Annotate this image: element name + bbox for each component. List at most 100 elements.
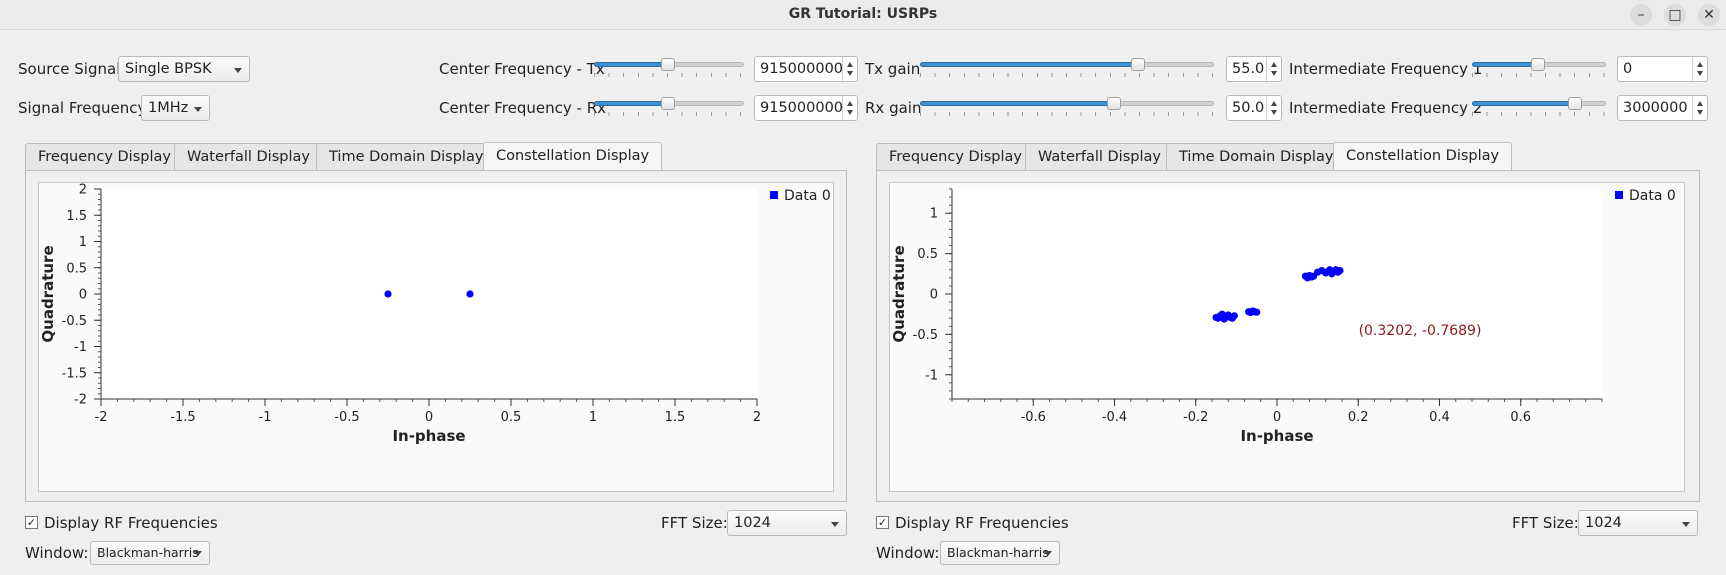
spin-up-icon[interactable]	[1271, 101, 1277, 106]
data-point	[384, 290, 392, 298]
spin-up-icon[interactable]	[847, 62, 853, 67]
signal-frequency-combo[interactable]: 1MHz	[141, 95, 210, 121]
intermediate-frequency-1-spinbox[interactable]: 0	[1617, 56, 1708, 82]
spin-up-icon[interactable]	[1271, 62, 1277, 67]
x-tick-label: 2	[753, 410, 761, 425]
tab-constellation-display-right[interactable]: Constellation Display	[1333, 142, 1513, 171]
x-axis-title: In-phase	[1240, 427, 1313, 445]
tab-frequency-display-left[interactable]: Frequency Display	[25, 143, 184, 171]
close-icon[interactable]: ✕	[1698, 4, 1720, 26]
fft-size-combo-right[interactable]: 1024	[1578, 510, 1698, 536]
rx-gain-value: 50.0	[1232, 100, 1265, 116]
spin-down-icon[interactable]	[1697, 110, 1703, 115]
signal-frequency-label: Signal Frequency:	[18, 99, 151, 117]
tab-constellation-display-left[interactable]: Constellation Display	[483, 142, 663, 171]
x-tick-label: -1.5	[170, 410, 195, 425]
slider-handle[interactable]	[1107, 97, 1122, 110]
plot-canvas[interactable]	[952, 189, 1602, 399]
slider-handle[interactable]	[660, 97, 675, 110]
y-tick-label: -0.5	[913, 328, 938, 343]
legend[interactable]: Data 0	[1615, 188, 1676, 204]
tab-waterfall-display-right[interactable]: Waterfall Display	[1025, 143, 1174, 171]
intermediate-frequency-2-slider[interactable]	[1472, 96, 1606, 120]
display-rf-checkbox-left[interactable]: ✓	[25, 516, 38, 529]
slider-handle[interactable]	[660, 58, 675, 71]
source-signal-label: Source Signal:	[18, 60, 126, 78]
tab-frequency-display-right[interactable]: Frequency Display	[876, 143, 1035, 171]
data-point	[1226, 313, 1234, 322]
fft-size-label-right: FFT Size:	[1512, 514, 1579, 532]
legend-swatch	[770, 191, 778, 199]
spin-up-icon[interactable]	[847, 101, 853, 106]
tab-time-domain-display-right[interactable]: Time Domain Display	[1166, 143, 1347, 171]
center-frequency-tx-spinbox[interactable]: 915000000	[754, 56, 858, 82]
center-frequency-rx-slider[interactable]	[594, 96, 744, 120]
source-signal-value: Single BPSK	[125, 61, 212, 77]
legend-swatch	[1615, 191, 1623, 199]
spin-down-icon[interactable]	[1271, 110, 1277, 115]
right-constellation-svg[interactable]: -0.6 -0.4 -0.2 0 0.2 0.4 0.6 -1 -0.5 0 0.5 1 In-phas…	[890, 183, 1686, 493]
intermediate-frequency-2-label: Intermediate Frequency 2	[1289, 99, 1483, 117]
rx-gain-spinbox[interactable]: 50.0	[1226, 95, 1282, 121]
y-tick-label: 0.5	[66, 261, 87, 276]
spin-down-icon[interactable]	[1697, 71, 1703, 76]
fft-size-combo-left[interactable]: 1024	[727, 510, 847, 536]
window-combo-right[interactable]: Blackman-harris	[940, 541, 1060, 565]
slider-handle[interactable]	[1530, 58, 1545, 71]
window-value-left: Blackman-harris	[97, 545, 199, 560]
source-signal-combo[interactable]: Single BPSK	[118, 56, 250, 82]
y-tick-label: 0	[79, 288, 87, 303]
data-point	[466, 290, 474, 298]
x-tick-label: 0	[1273, 410, 1281, 425]
y-tick-label: 1	[79, 235, 87, 250]
tab-waterfall-display-left[interactable]: Waterfall Display	[174, 143, 323, 171]
tx-gain-value: 55.0	[1232, 61, 1265, 77]
y-tick-label: 1.5	[66, 209, 87, 224]
spin-down-icon[interactable]	[847, 71, 853, 76]
left-constellation-svg[interactable]: -2 -1.5 -1 -0.5 0 0.5 1 1.5 2 -2 -1.5 -1 -0.5 0 0.5 1 1.…	[39, 183, 835, 493]
y-tick-label: 1	[930, 207, 938, 222]
intermediate-frequency-2-spinbox[interactable]: 3000000	[1617, 95, 1708, 121]
title-bar: GR Tutorial: USRPs – □ ✕	[0, 0, 1726, 30]
y-tick-label: 0.5	[917, 247, 938, 262]
center-frequency-rx-spinbox[interactable]: 915000000	[754, 95, 858, 121]
window-combo-left[interactable]: Blackman-harris	[90, 541, 210, 565]
plot-canvas[interactable]	[101, 189, 757, 399]
x-tick-label: -1	[259, 410, 272, 425]
spin-down-icon[interactable]	[847, 110, 853, 115]
rx-gain-slider[interactable]	[920, 96, 1214, 120]
spin-up-icon[interactable]	[1697, 101, 1703, 106]
x-tick-label: 0.4	[1429, 410, 1450, 425]
x-tick-label: 0	[425, 410, 433, 425]
x-axis-title: In-phase	[392, 427, 465, 445]
y-axis-title: Quadrature	[890, 245, 908, 342]
legend-label: Data 0	[784, 188, 831, 204]
x-tick-label: -0.5	[334, 410, 359, 425]
spin-down-icon[interactable]	[1271, 71, 1277, 76]
data-point	[1218, 310, 1226, 318]
display-rf-checkbox-right[interactable]: ✓	[876, 516, 889, 529]
tab-time-domain-display-left[interactable]: Time Domain Display	[316, 143, 497, 171]
legend-label: Data 0	[1629, 188, 1676, 204]
center-frequency-tx-slider[interactable]	[594, 57, 744, 81]
left-constellation-plot[interactable]: -2 -1.5 -1 -0.5 0 0.5 1 1.5 2 -2 -1.5 -1 -0.5 0 0.5 1 1.…	[38, 182, 834, 492]
slider-handle[interactable]	[1130, 58, 1145, 71]
y-tick-label: -1.5	[62, 366, 87, 381]
spin-up-icon[interactable]	[1697, 62, 1703, 67]
x-tick-label: -0.2	[1183, 410, 1208, 425]
maximize-icon[interactable]: □	[1664, 4, 1686, 26]
chevron-down-icon	[194, 107, 202, 112]
tx-gain-slider[interactable]	[920, 57, 1214, 81]
minimize-icon[interactable]: –	[1630, 4, 1652, 26]
slider-handle[interactable]	[1568, 97, 1583, 110]
tx-gain-spinbox[interactable]: 55.0	[1226, 56, 1282, 82]
signal-frequency-value: 1MHz	[148, 100, 189, 116]
intermediate-frequency-1-slider[interactable]	[1472, 57, 1606, 81]
x-tick-label: -0.6	[1021, 410, 1046, 425]
y-tick-label: 2	[79, 183, 87, 198]
right-constellation-plot[interactable]: -0.6 -0.4 -0.2 0 0.2 0.4 0.6 -1 -0.5 0 0.5 1 In-phas…	[889, 182, 1685, 492]
window-label-right: Window:	[876, 544, 940, 562]
legend[interactable]: Data 0	[770, 188, 831, 204]
x-tick-label: 0.2	[1348, 410, 1369, 425]
center-frequency-tx-value: 915000000	[760, 61, 844, 77]
